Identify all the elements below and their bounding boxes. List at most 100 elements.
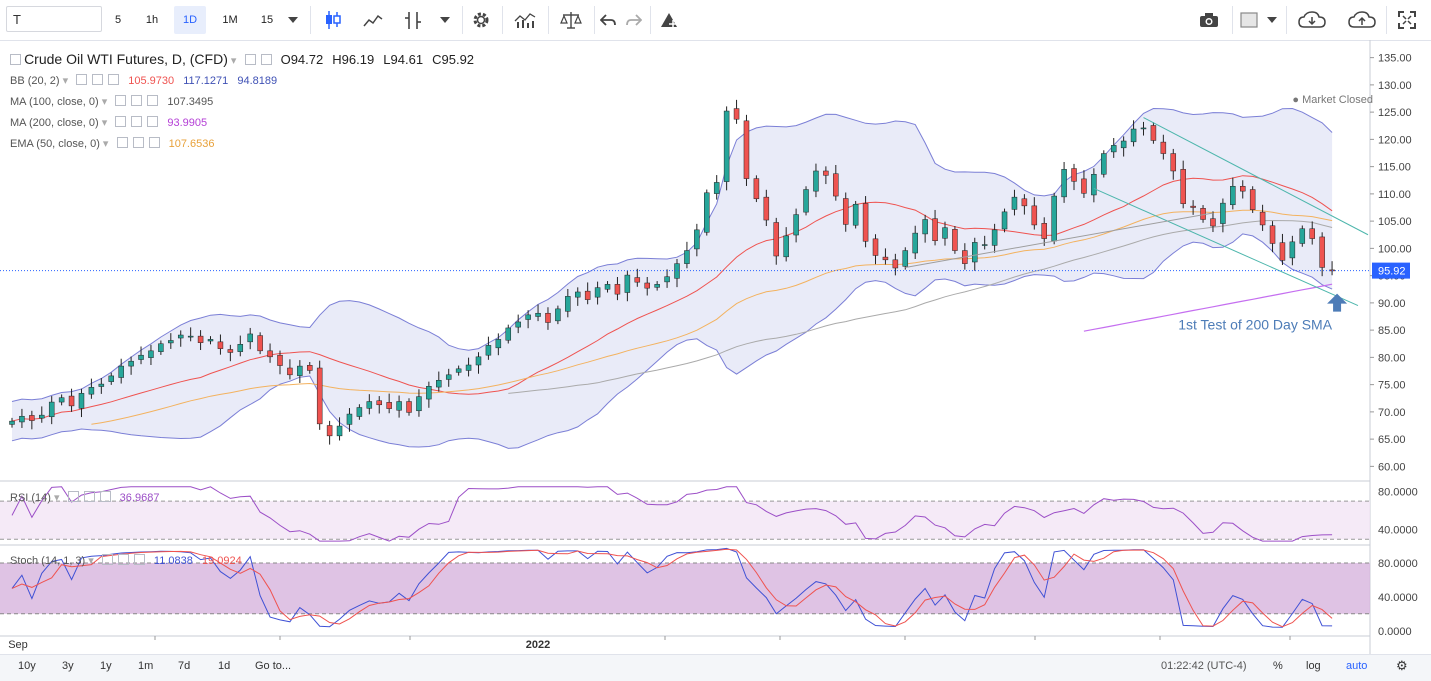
interval-1d-button[interactable]: 1D — [174, 6, 206, 34]
interval-1m-button[interactable]: 1M — [222, 14, 238, 26]
log-toggle[interactable]: log — [1306, 660, 1321, 672]
bb-legend[interactable]: BB (20, 2) ▾ 105.9730 117.1271 94.8189 — [10, 74, 278, 87]
ma200-line — [1083, 283, 1333, 332]
auto-toggle[interactable]: auto — [1346, 660, 1368, 672]
range-3y-button[interactable]: 3y — [62, 660, 74, 672]
chart-area[interactable]: 1st Test of 200 Day SMA 60.00 65.00 70.00 7… — [0, 40, 1431, 654]
dropdown-icon[interactable] — [432, 6, 458, 34]
candle — [376, 400, 382, 406]
candle — [316, 367, 323, 425]
candle — [872, 238, 879, 256]
ma200-label: MA (200, close, 0) — [10, 117, 99, 129]
fullscreen-icon[interactable] — [1390, 6, 1424, 34]
candle — [366, 401, 373, 409]
settings-icon[interactable] — [260, 54, 272, 65]
layout-icon[interactable] — [1238, 6, 1260, 34]
line-chart-icon[interactable] — [356, 6, 390, 34]
stoch-label: Stoch (14, 1, 3) — [10, 555, 86, 567]
time-tick-label: 2022 — [526, 639, 550, 651]
camera-icon[interactable] — [1192, 6, 1226, 34]
candle — [386, 402, 392, 409]
candle — [227, 349, 234, 353]
price-tick-label: 100.00 — [1378, 243, 1412, 255]
interval-dropdown-icon[interactable] — [280, 6, 306, 34]
candle — [326, 425, 333, 437]
price-tick-label: 60.00 — [1378, 461, 1406, 473]
stoch-legend[interactable]: Stoch (14, 1, 3) ▾ 11.0838 19.0924 — [10, 554, 242, 567]
candle — [207, 339, 214, 342]
candle — [1071, 168, 1077, 182]
candle — [535, 312, 541, 317]
candle — [356, 407, 363, 417]
interval-5-button[interactable]: 5 — [114, 14, 122, 26]
candle — [1110, 145, 1117, 153]
candle — [197, 335, 204, 343]
interval-1h-button[interactable]: 1h — [145, 14, 159, 26]
ma100-legend[interactable]: MA (100, close, 0) ▾ 107.3495 — [10, 95, 214, 108]
price-tick-label: 135.00 — [1378, 53, 1412, 65]
layout-dropdown-icon[interactable] — [1262, 6, 1282, 34]
range-7d-button[interactable]: 7d — [178, 660, 191, 672]
interval-15-button[interactable]: 15 — [260, 14, 274, 26]
alert-icon[interactable] — [652, 6, 686, 34]
eye-icon[interactable] — [244, 54, 256, 65]
symbol-search-input[interactable]: T — [6, 6, 102, 32]
candle — [634, 277, 641, 283]
settings-gear-icon[interactable]: ⚙ — [1396, 658, 1408, 673]
ma200-legend[interactable]: MA (200, close, 0) ▾ 93.9905 — [10, 116, 208, 129]
close-value: C95.92 — [432, 52, 475, 67]
rsi-legend[interactable]: RSI (14) ▾ 36.9687 — [10, 491, 160, 504]
candle — [614, 284, 621, 295]
stoch-tick-label: 80.0000 — [1378, 558, 1418, 570]
rsi-label: RSI (14) — [10, 492, 51, 504]
candle — [892, 259, 899, 269]
drawing-tool-icon[interactable] — [396, 6, 430, 34]
ema50-legend[interactable]: EMA (50, close, 0) ▾ 107.6536 — [10, 137, 215, 150]
candle — [624, 274, 631, 293]
candle — [1269, 225, 1276, 244]
candle — [1210, 218, 1216, 227]
candle — [584, 290, 591, 300]
cloud-save-icon[interactable] — [1342, 6, 1382, 34]
candle — [39, 414, 45, 419]
price-tick-label: 105.00 — [1378, 216, 1412, 228]
range-10y-button[interactable]: 10y — [18, 660, 36, 672]
collapse-legend-icon[interactable] — [10, 54, 21, 65]
candle — [803, 189, 809, 213]
candle — [177, 334, 184, 339]
candle — [942, 227, 948, 239]
candles-icon[interactable] — [316, 6, 350, 34]
candle — [1001, 211, 1008, 230]
candle — [277, 354, 283, 366]
candle — [1031, 205, 1038, 226]
range-1d-button[interactable]: 1d — [218, 660, 231, 672]
ema50-value: 107.6536 — [168, 138, 215, 150]
top-toolbar: T 5 1h 1D 1M 15 — [0, 0, 1431, 41]
market-status-text: Market Closed — [1302, 94, 1373, 106]
redo-icon[interactable] — [620, 6, 648, 34]
undo-icon[interactable] — [594, 6, 622, 34]
candle — [793, 214, 799, 236]
gear-icon[interactable] — [464, 6, 498, 34]
price-tick-label: 80.00 — [1378, 352, 1406, 364]
candle — [78, 393, 85, 409]
stoch-d-line — [11, 548, 1333, 628]
cloud-load-icon[interactable] — [1292, 6, 1332, 34]
time-tick-label: Sep — [8, 639, 28, 651]
indicators-icon[interactable] — [508, 6, 542, 34]
ema50-label: EMA (50, close, 0) — [10, 138, 100, 150]
candle — [307, 365, 313, 371]
price-tick-label: 75.00 — [1378, 380, 1406, 392]
candle — [19, 415, 25, 423]
compare-icon[interactable] — [554, 6, 588, 34]
candle — [833, 173, 839, 197]
candle — [525, 314, 531, 320]
percent-toggle[interactable]: % — [1273, 660, 1283, 672]
chart-canvas[interactable]: 1st Test of 200 Day SMA 60.00 65.00 70.00 7… — [0, 40, 1431, 654]
goto-button[interactable]: Go to... — [255, 660, 292, 672]
candle — [1081, 178, 1087, 194]
range-1y-button[interactable]: 1y — [100, 660, 112, 672]
range-1m-button[interactable]: 1m — [138, 660, 154, 672]
candle — [436, 380, 442, 388]
candle — [1091, 174, 1097, 196]
